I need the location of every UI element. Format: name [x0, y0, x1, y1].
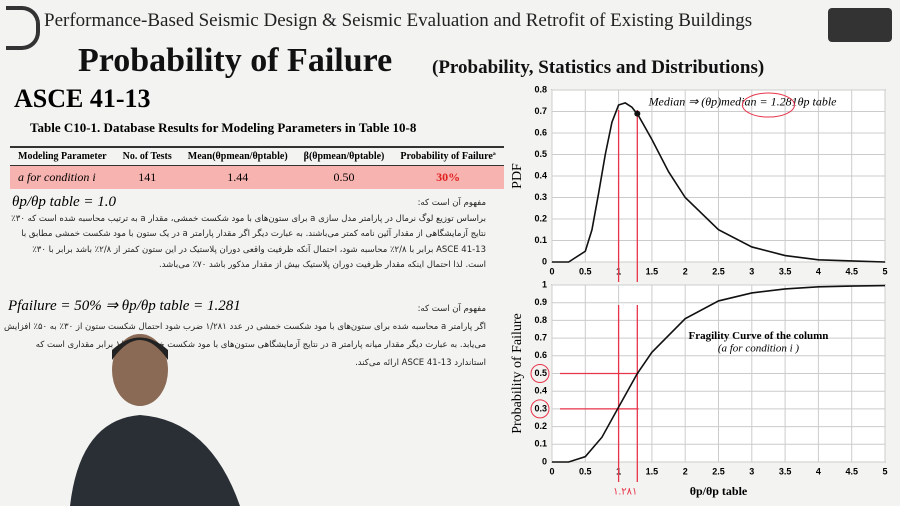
x-tick-label: 0	[549, 266, 554, 276]
annotation: (a for condition i )	[718, 342, 800, 354]
cell: 141	[114, 165, 180, 189]
x-tick-label: 3	[749, 266, 754, 276]
x-tick-label: 3	[749, 466, 754, 476]
x-tick-label: 2.5	[712, 266, 725, 276]
x-tick-label: 1.5	[646, 266, 659, 276]
x-tick-label: 2	[683, 466, 688, 476]
charts: 0 0.1 0.2 0.3 0.4 0.5 0.6 0.7 0.8 0 0.5 1 1.5 2 2.5 3 3.…	[510, 84, 887, 498]
title: Probability of Failure	[78, 42, 393, 79]
y-axis-label: Probability of Failure	[510, 313, 525, 434]
text-line: مفهوم آن است که:	[417, 304, 486, 314]
col-header: β(θpmean/θptable)	[295, 146, 393, 166]
y-tick-label: 0.5	[534, 368, 547, 378]
col-header: No. of Tests	[114, 146, 180, 166]
text-line: مفهوم آن است که:	[417, 198, 486, 208]
x-tick-label: 5	[882, 466, 887, 476]
y-axis-label: PDF	[510, 163, 525, 189]
y-tick-label: 0.7	[534, 106, 547, 116]
y-tick-label: 0.2	[534, 421, 547, 431]
y-tick-label: 0.8	[534, 84, 547, 94]
x-tick-label: 3.5	[779, 266, 792, 276]
table-row: a for condition i 141 1.44 0.50 30%	[10, 165, 504, 189]
cell: a for condition i	[10, 165, 115, 189]
equation: Pfailure = 50% ⇒ θp/θp table = 1.281	[8, 298, 241, 314]
text-line: نتایج آزمایشگاهی از مقدار آئین نامه کمتر…	[21, 229, 486, 239]
paragraph: مفهوم آن است که: اگر پارامتر a محاسبه شده…	[4, 300, 486, 372]
logo	[6, 6, 40, 50]
y-tick-label: 0.1	[534, 439, 547, 449]
cell: 1.44	[179, 165, 296, 189]
presenter	[70, 334, 240, 506]
subtitle: (Probability, Statistics and Distributio…	[432, 57, 765, 78]
cell: 0.50	[295, 165, 393, 189]
x-tick-label: 5	[882, 266, 887, 276]
x-tick-label: 4	[816, 466, 821, 476]
x-tick-label: 4.5	[845, 266, 858, 276]
y-tick-label: 0.3	[534, 192, 547, 202]
table-caption: Table C10-1. Database Results for Modeli…	[30, 120, 417, 135]
x-axis-label: θp/θp table	[690, 484, 748, 498]
brand-logo	[828, 8, 892, 42]
col-header: Mean(θpmean/θptable)	[179, 146, 296, 166]
y-tick-label: 0.1	[534, 235, 547, 245]
y-tick-label: 0.5	[534, 149, 547, 159]
y-tick-label: 0.6	[534, 350, 547, 360]
curve	[552, 284, 886, 463]
y-tick-label: 0.9	[534, 297, 547, 307]
highlight-circle	[741, 92, 795, 118]
x-tick-label: 4.5	[845, 466, 858, 476]
annotation: Fragility Curve of the column	[688, 330, 828, 342]
paragraph: مفهوم آن است که: براساس توزیع لوگ نرمال د…	[10, 196, 486, 274]
x-tick-label: 2	[683, 266, 688, 276]
text-line: براساس توزیع لوگ نرمال در پارامتر مدل سا…	[11, 213, 486, 224]
table-header: Modeling Parameter No. of Tests Mean(θpm…	[10, 146, 504, 166]
y-tick-label: 0.4	[534, 386, 547, 396]
text-line: اگر پارامتر a محاسبه شده برای ستون‌های ب…	[4, 322, 486, 332]
y-tick-label: 0	[542, 456, 547, 466]
y-tick-label: 1	[542, 279, 547, 289]
y-tick-label: 0.3	[534, 403, 547, 413]
x-tick-label: 0	[549, 466, 554, 476]
series-title: Performance-Based Seismic Design & Seism…	[44, 10, 753, 31]
x-tick-label: 0.5	[579, 266, 592, 276]
standard: ASCE 41-13	[14, 84, 151, 113]
text-line: ASCE 41-13 برابر با ۲/۸٪ محاسبه شود، احت…	[32, 244, 486, 255]
x-tick-label: 2.5	[712, 466, 725, 476]
highlight-circle	[530, 364, 550, 383]
table: Modeling Parameter No. of Tests Mean(θpm…	[10, 146, 504, 189]
y-tick-label: 0.7	[534, 332, 547, 342]
col-header: Modeling Parameter	[10, 146, 115, 166]
cell: 30%	[392, 165, 504, 189]
equation: θp/θp table = 1.0	[12, 194, 117, 210]
y-tick-label: 0.6	[534, 127, 547, 137]
highlight-circle	[530, 399, 550, 419]
median-point	[634, 110, 641, 117]
y-tick-label: 0.2	[534, 213, 547, 223]
text-line: است. لذا احتمال اینکه مقدار ظرفیت دوران …	[159, 260, 486, 270]
text-line: استاندارد ASCE 41-13 ارائه می‌کند.	[355, 358, 486, 368]
col-header: Probability of Failureª	[392, 146, 504, 166]
y-tick-label: 0.4	[534, 170, 547, 180]
handwritten-note: ۱.۲۸۱	[613, 487, 637, 498]
y-tick-label: 0	[542, 256, 547, 266]
x-tick-label: 0.5	[579, 466, 592, 476]
x-tick-label: 4	[816, 266, 821, 276]
x-tick-label: 3.5	[779, 466, 792, 476]
y-tick-label: 0.8	[534, 315, 547, 325]
x-tick-label: 1.5	[646, 466, 659, 476]
